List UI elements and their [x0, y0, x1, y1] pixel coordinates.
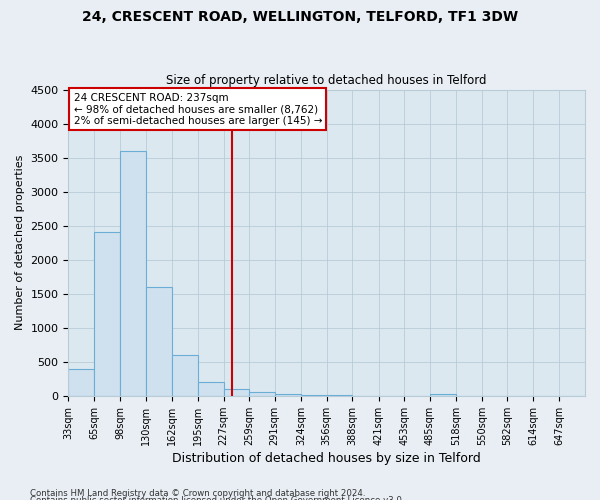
- Bar: [198, 382, 224, 396]
- Bar: [121, 151, 146, 396]
- Bar: [224, 389, 249, 396]
- Bar: [94, 232, 121, 396]
- Bar: [146, 287, 172, 396]
- Y-axis label: Number of detached properties: Number of detached properties: [15, 155, 25, 330]
- Bar: [301, 395, 327, 396]
- Text: 24, CRESCENT ROAD, WELLINGTON, TELFORD, TF1 3DW: 24, CRESCENT ROAD, WELLINGTON, TELFORD, …: [82, 10, 518, 24]
- Text: Contains public sector information licensed under the Open Government Licence v3: Contains public sector information licen…: [30, 496, 404, 500]
- Text: Contains HM Land Registry data © Crown copyright and database right 2024.: Contains HM Land Registry data © Crown c…: [30, 488, 365, 498]
- Title: Size of property relative to detached houses in Telford: Size of property relative to detached ho…: [166, 74, 487, 87]
- Bar: [68, 368, 94, 396]
- Bar: [249, 392, 275, 396]
- Bar: [172, 355, 198, 396]
- Bar: [430, 394, 456, 396]
- Bar: [275, 394, 301, 396]
- X-axis label: Distribution of detached houses by size in Telford: Distribution of detached houses by size …: [172, 452, 481, 465]
- Text: 24 CRESCENT ROAD: 237sqm
← 98% of detached houses are smaller (8,762)
2% of semi: 24 CRESCENT ROAD: 237sqm ← 98% of detach…: [74, 92, 322, 126]
